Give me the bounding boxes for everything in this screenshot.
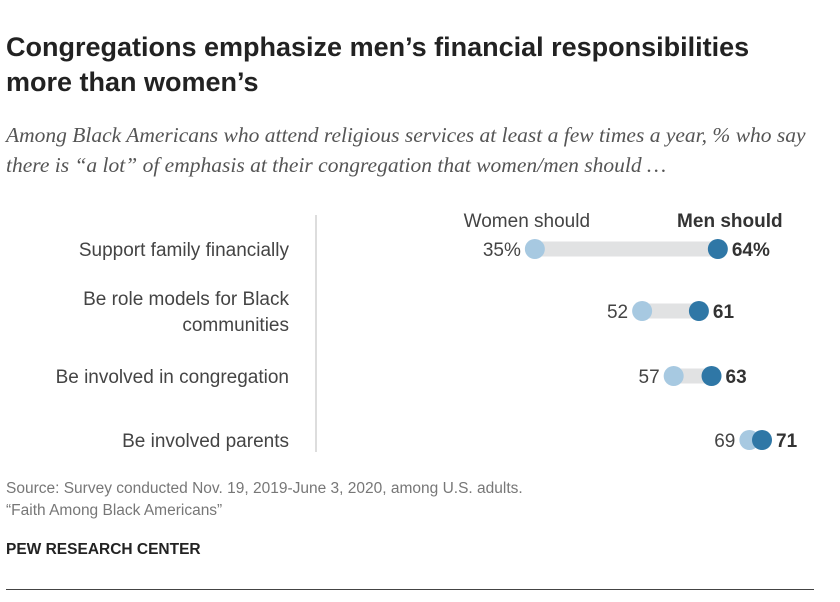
category-label: communities	[182, 315, 289, 336]
dot-women	[663, 366, 684, 386]
chart-title: Congregations emphasize men’s financial …	[6, 32, 750, 97]
value-label-men: 64%	[732, 240, 770, 261]
legend-women: Women should	[464, 211, 590, 232]
bottom-rule	[6, 589, 814, 590]
dot-men	[707, 239, 728, 259]
dot-men	[688, 301, 709, 321]
dot-men	[701, 366, 722, 386]
value-label-women: 35%	[483, 240, 521, 261]
legend-men: Men should	[677, 211, 783, 232]
source-text: Source: Survey conducted Nov. 19, 2019-J…	[6, 480, 523, 497]
dot-women	[524, 239, 545, 259]
dot-women	[632, 301, 653, 321]
value-label-men: 63	[726, 367, 747, 388]
value-label-women: 52	[607, 302, 628, 323]
dot-men	[752, 430, 773, 450]
value-label-women: 69	[714, 431, 735, 452]
value-label-women: 57	[639, 367, 660, 388]
value-label-men: 61	[713, 302, 735, 323]
chart-subtitle: Among Black Americans who attend religio…	[6, 123, 806, 177]
brand-label: PEW RESEARCH CENTER	[6, 541, 201, 558]
category-label: Support family financially	[79, 240, 290, 261]
source-note: Source: Survey conducted Nov. 19, 2019-J…	[6, 478, 523, 522]
category-label: Be involved parents	[122, 431, 289, 452]
value-label-men: 71	[776, 431, 798, 452]
category-label: Be involved in congregation	[56, 367, 289, 388]
category-label: Be role models for Black	[83, 289, 289, 310]
report-title: “Faith Among Black Americans”	[6, 502, 223, 519]
